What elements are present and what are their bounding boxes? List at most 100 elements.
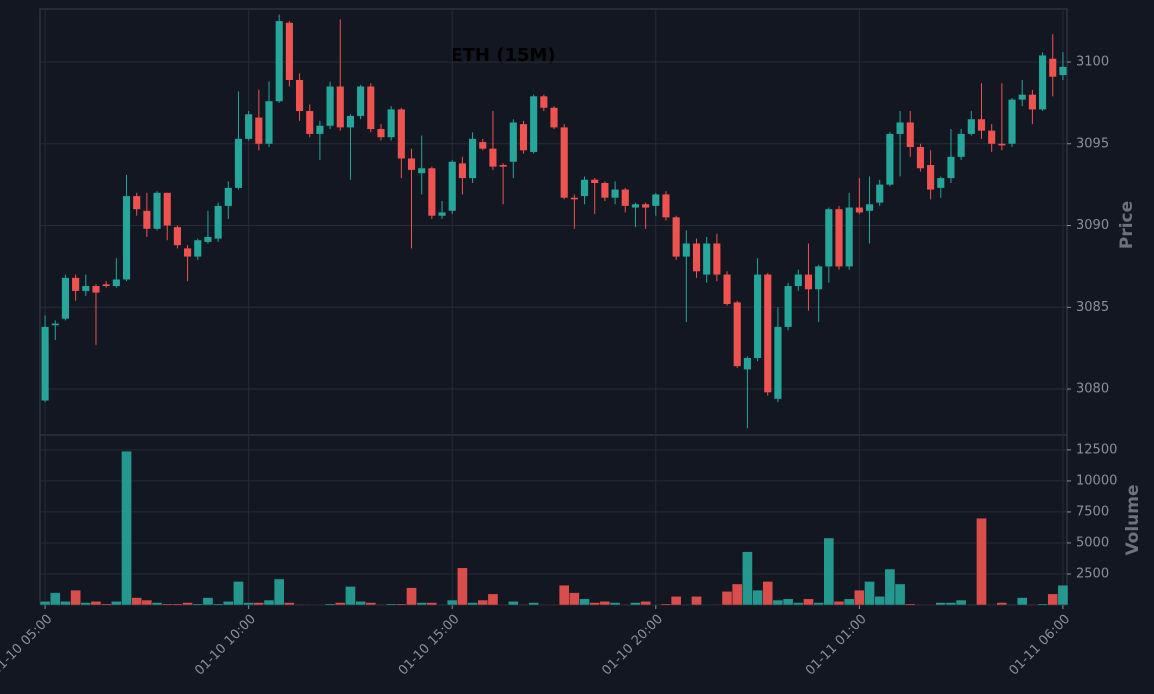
volume-bar (670, 596, 682, 606)
volume-bar (640, 601, 651, 606)
volume-bar (141, 599, 153, 606)
candle-body (72, 277, 80, 291)
candle-body (458, 163, 466, 179)
volume-bar (660, 603, 672, 606)
volume-bar (304, 604, 316, 606)
volume-bar (792, 602, 804, 606)
volume-bar (752, 589, 763, 606)
volume-bar (538, 604, 550, 606)
volume-bar (864, 581, 875, 606)
volume-bar (599, 601, 611, 606)
volume-bar (365, 602, 377, 606)
volume-bar (324, 603, 336, 606)
candle-body (906, 122, 914, 148)
chart-title: ETH (15M) (450, 45, 555, 66)
volume-bar (294, 604, 305, 606)
volume-bar (161, 603, 173, 606)
volume-bar (263, 599, 275, 606)
volume-bar (121, 450, 132, 606)
candle-body (611, 189, 619, 198)
candle-body (845, 207, 853, 267)
volume-bar (854, 589, 865, 606)
candle-body (418, 168, 426, 174)
candle-body (1008, 99, 1016, 144)
volume-bar (243, 602, 254, 606)
volume-bar (345, 586, 356, 606)
candle-body (377, 129, 385, 138)
volume-bar (314, 604, 326, 606)
volume-bar (721, 591, 733, 606)
volume-bar (874, 596, 886, 606)
volume-bar (151, 602, 163, 606)
volume-bar (619, 604, 631, 606)
volume-bar (457, 567, 468, 606)
candle-body (438, 212, 446, 216)
volume-bar (1027, 604, 1038, 606)
volume-bar (395, 603, 407, 606)
candle-body (499, 165, 507, 167)
candle-body (977, 119, 986, 131)
candle-body (448, 161, 456, 211)
candle-body (530, 96, 538, 152)
volume-bar (436, 604, 448, 606)
candle-body (275, 21, 283, 102)
candle-body (367, 86, 375, 130)
volume-bar (487, 593, 499, 606)
candle-body (804, 274, 813, 290)
candle-body (967, 119, 975, 134)
volume-bar (385, 603, 397, 606)
volume-bar (701, 604, 713, 606)
candle-body (397, 109, 405, 159)
volume-bar (823, 537, 835, 606)
candle-body (214, 205, 222, 239)
candle-body (61, 277, 70, 319)
volume-bar (904, 603, 916, 606)
candle-body (733, 302, 741, 367)
candle-body (255, 117, 263, 144)
volume-bar (986, 604, 998, 606)
candle-body (692, 243, 701, 272)
candle-body (357, 86, 365, 116)
volume-bar (39, 601, 51, 606)
volume-bar (518, 604, 529, 606)
candle-body (469, 138, 477, 179)
volume-bar (772, 599, 784, 606)
candle-body (194, 240, 202, 257)
volume-bar (172, 603, 183, 606)
volume-bar (355, 601, 366, 606)
candle-body (265, 101, 273, 144)
volume-bar (375, 604, 387, 606)
volume-bar (284, 602, 295, 606)
candle-body (173, 227, 181, 246)
volume-bar (579, 598, 590, 606)
candle-body (723, 274, 731, 305)
candle-body (774, 326, 782, 399)
volume-bar (1006, 604, 1018, 606)
candle-body (743, 357, 751, 370)
volume-tick-label: 10000 (1076, 473, 1117, 488)
volume-bar (253, 602, 265, 606)
candle-body (937, 178, 945, 188)
volume-bar (100, 603, 112, 606)
volume-bar (80, 602, 92, 606)
candle-body (682, 243, 690, 257)
volume-bar (110, 601, 122, 606)
volume-bar (90, 601, 102, 606)
candle-body (326, 86, 334, 126)
candle-body (1018, 94, 1026, 100)
candle-body (306, 111, 314, 134)
volume-bar (965, 604, 977, 606)
candle-body (234, 138, 243, 188)
candle-body (927, 165, 935, 190)
candle-body (876, 184, 884, 203)
volume-bar (222, 601, 234, 606)
candle-body (855, 207, 863, 213)
candle-body (285, 22, 293, 80)
volume-bar (691, 596, 702, 606)
volume-bar (650, 604, 662, 606)
candle-body (886, 133, 894, 185)
volume-tick-label: 7500 (1076, 504, 1109, 519)
volume-bar (548, 604, 560, 606)
candle-body (784, 286, 792, 327)
